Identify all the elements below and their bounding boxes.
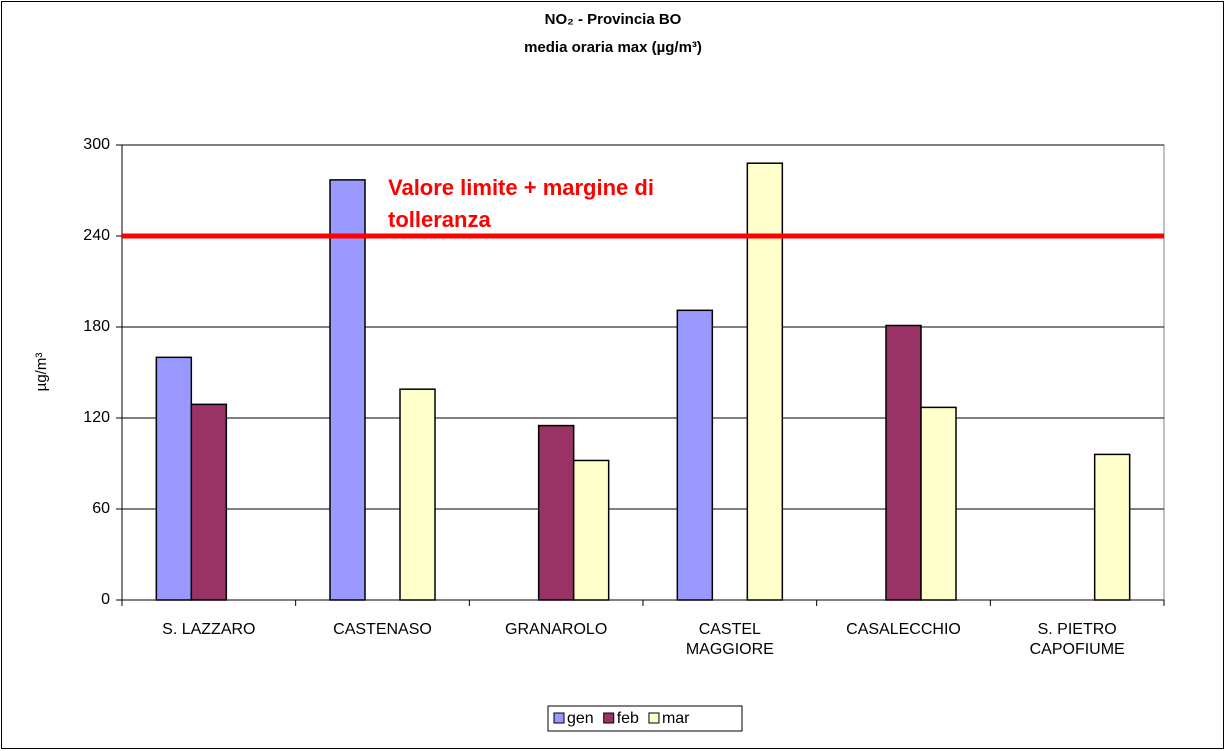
bar	[190, 403, 228, 601]
legend-swatch	[603, 712, 615, 724]
bar	[329, 179, 366, 601]
y-tick-label: 120	[83, 409, 110, 426]
bar	[1093, 453, 1131, 601]
x-tick-label: S. PIETRO CAPOFIUME	[1029, 621, 1125, 658]
y-tick-label: 0	[101, 591, 110, 608]
legend-box	[547, 705, 743, 732]
chart-subtitle: media oraria max (µg/m³)	[524, 39, 702, 56]
x-tick-label: S. LAZZARO	[162, 621, 256, 638]
legend-label: mar	[662, 710, 690, 727]
y-tick-label: 60	[92, 500, 110, 517]
bar	[920, 406, 957, 601]
bar	[537, 424, 575, 601]
limit-label: Valore limite + margine di tolleranza	[388, 175, 654, 232]
bar	[885, 324, 922, 601]
legend-label: feb	[617, 710, 639, 727]
y-tick-label: 300	[83, 136, 110, 153]
chart-title: NO₂ - Provincia BO	[545, 11, 682, 28]
bar	[676, 309, 714, 601]
bar	[155, 356, 193, 601]
x-tick-label: CASTENASO	[333, 621, 432, 638]
x-tick-label: GRANAROLO	[505, 621, 608, 638]
bar	[746, 162, 784, 601]
y-tick-label: 240	[83, 227, 110, 244]
x-tick-label: CASTEL MAGGIORE	[685, 621, 774, 658]
x-tick-label: CASALECCHIO	[846, 621, 961, 638]
legend-label: gen	[567, 710, 594, 727]
y-axis-label: µg/m³	[33, 353, 50, 392]
bar	[572, 459, 610, 601]
y-tick-label: 180	[83, 318, 110, 335]
bar	[399, 388, 436, 601]
legend-swatch	[648, 712, 660, 724]
legend-swatch	[553, 712, 565, 724]
